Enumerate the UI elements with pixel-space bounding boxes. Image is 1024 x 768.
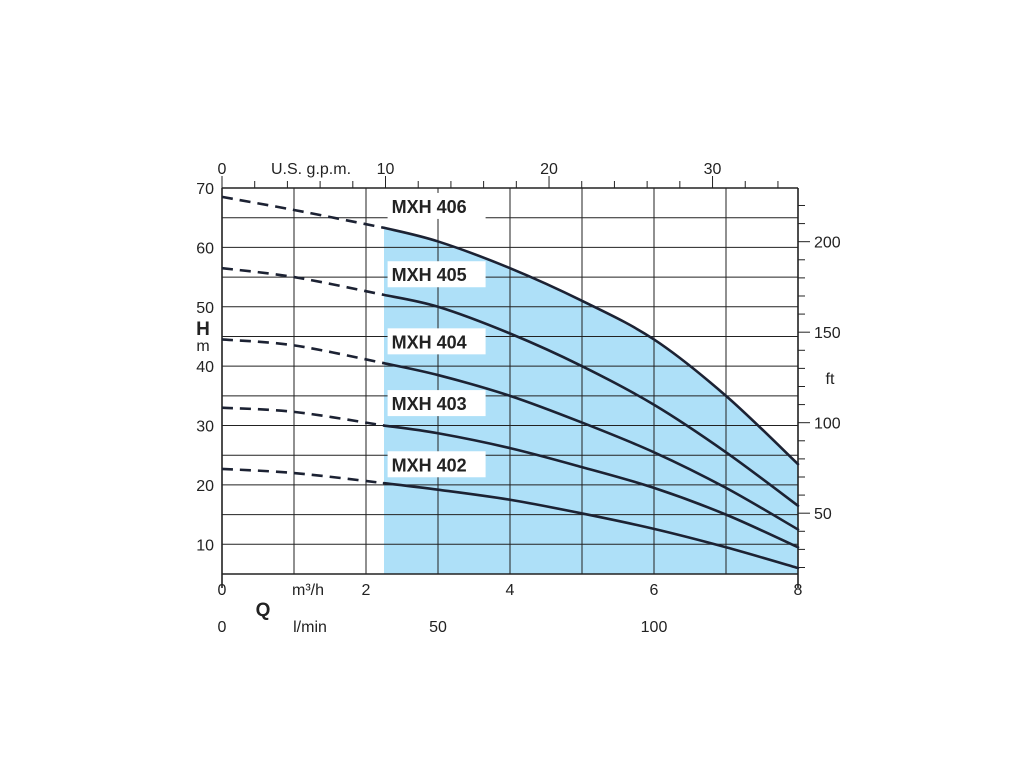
x-tick-label: 8 [794, 582, 803, 599]
top-tick-label: 0 [218, 161, 227, 178]
mxh-403-label-bg [387, 390, 486, 417]
top-tick-label: 30 [704, 161, 722, 178]
x2-tick-label: 50 [429, 619, 447, 636]
x-tick-label: 6 [650, 582, 659, 599]
x-tick-label: 0 [218, 582, 227, 599]
operating-range-fill [384, 227, 798, 574]
y-tick-label: 20 [196, 478, 214, 495]
mxh-403-dashed-line [221, 406, 385, 427]
y2-tick-label: 50 [814, 506, 832, 523]
mxh-406-label-bg [387, 192, 486, 219]
x2-tick-label: 0 [218, 619, 227, 636]
mxh-404-dashed-line [221, 338, 385, 365]
y2-tick-label: 200 [814, 235, 841, 252]
y2-tick-label: 100 [814, 416, 841, 433]
mxh-405-line [382, 293, 800, 508]
mxh-402-dashed-line [221, 467, 385, 485]
mxh-405-dashed-line [221, 266, 385, 297]
y-tick-label: 50 [196, 300, 214, 317]
y2-axis-unit: ft [826, 371, 835, 388]
mxh-405-label-bg [387, 261, 486, 288]
mxh-404-line [382, 361, 800, 531]
y-tick-label: 10 [196, 537, 214, 554]
mxh-403-label: MXH 403 [392, 394, 467, 414]
top-tick-label: 20 [540, 161, 558, 178]
y-tick-label: 70 [196, 181, 214, 198]
mxh-406-label: MXH 406 [392, 197, 467, 217]
y-tick-label: 60 [196, 240, 214, 257]
mxh-402-label: MXH 402 [392, 455, 467, 475]
top-tick-label: 10 [377, 161, 395, 178]
x-tick-label: 4 [506, 582, 515, 599]
mxh-403-line [382, 424, 800, 549]
y2-tick-label: 150 [814, 325, 841, 342]
mxh-406-dashed-line [221, 195, 385, 230]
y-tick-label: 40 [196, 359, 214, 376]
x2-tick-label: 100 [641, 619, 668, 636]
x-axis-letter: Q [256, 600, 271, 621]
mxh-404-label: MXH 404 [392, 332, 467, 352]
x-axis-unit: m³/h [292, 582, 324, 599]
mxh-406-line [382, 226, 800, 466]
mxh-402-line [382, 481, 800, 570]
y-axis-unit: m [196, 338, 209, 355]
mxh-405-label: MXH 405 [392, 265, 467, 285]
x-tick-label: 2 [362, 582, 371, 599]
x2-axis-unit: l/min [293, 619, 327, 636]
y-tick-label: 30 [196, 419, 214, 436]
mxh-402-label-bg [387, 451, 486, 478]
mxh-404-label-bg [387, 328, 486, 355]
top-axis-unit: U.S. g.p.m. [271, 161, 351, 178]
y-axis-letter: H [196, 319, 210, 340]
